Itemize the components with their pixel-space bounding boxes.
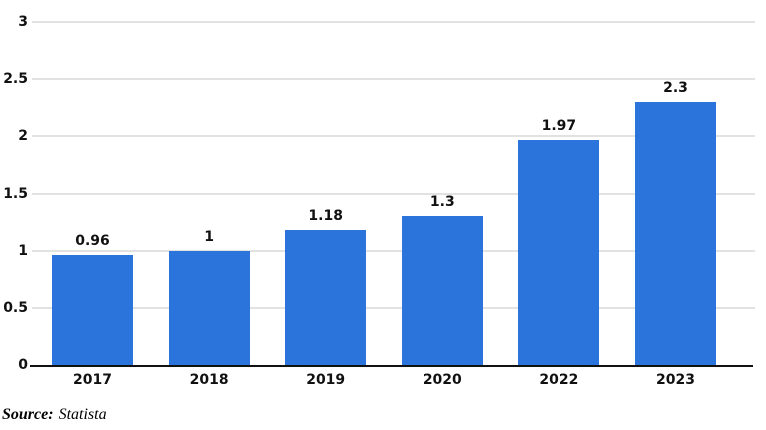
y-axis-tick-label: 1.5 bbox=[3, 185, 28, 202]
bar-value-label: 1.97 bbox=[541, 117, 577, 134]
y-axis-tick-label: 3 bbox=[18, 14, 28, 30]
source-attribution: Source: Statista bbox=[2, 406, 107, 424]
x-axis-tick-label: 2018 bbox=[189, 372, 229, 388]
y-axis-tick-label: 0.5 bbox=[3, 299, 28, 316]
x-axis-tick-label: 2023 bbox=[656, 372, 695, 388]
bar-2017 bbox=[52, 255, 133, 365]
y-axis-tick-label: 2 bbox=[18, 128, 28, 145]
bar-value-label: 2.3 bbox=[663, 80, 688, 97]
bar-value-label: 1.18 bbox=[308, 208, 343, 225]
y-axis-tick-label: 2.5 bbox=[3, 71, 28, 88]
bar-2023 bbox=[635, 102, 716, 365]
x-axis-tick-label: 2017 bbox=[73, 372, 112, 388]
bar-value-label: 1 bbox=[204, 228, 214, 245]
gridline bbox=[32, 135, 755, 138]
bar-value-label: 0.96 bbox=[75, 233, 110, 250]
x-axis-tick-label: 2019 bbox=[306, 372, 346, 388]
bar-2022 bbox=[518, 139, 600, 365]
bar-value-label: 1.3 bbox=[429, 194, 455, 211]
y-axis-tick-label: 1 bbox=[18, 242, 28, 259]
x-axis-tick-label: 2022 bbox=[539, 372, 579, 388]
source-value: Statista bbox=[58, 406, 107, 423]
gridline bbox=[32, 21, 755, 23]
x-axis-line bbox=[30, 365, 753, 367]
source-label: Source: bbox=[2, 406, 54, 423]
gridline bbox=[32, 192, 755, 195]
bar-2020 bbox=[401, 216, 483, 365]
gridline bbox=[32, 249, 755, 252]
bar-2019 bbox=[285, 230, 367, 365]
gridline bbox=[32, 306, 755, 309]
bar-2018 bbox=[168, 250, 250, 365]
y-axis-tick-label: 0 bbox=[18, 357, 28, 373]
x-axis-tick-label: 2020 bbox=[422, 372, 462, 388]
gridline bbox=[32, 78, 755, 81]
